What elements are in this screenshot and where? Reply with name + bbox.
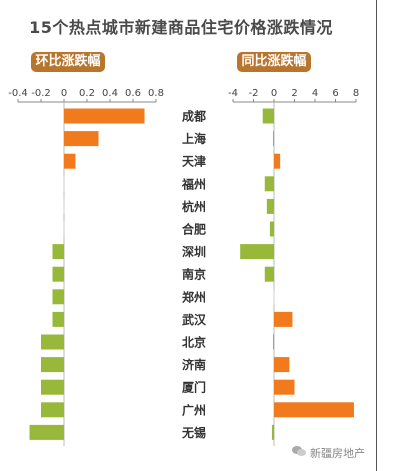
left-bar-武汉 <box>52 311 64 327</box>
right-bar-深圳 <box>240 244 274 260</box>
left-bar-广州 <box>41 402 64 418</box>
chart-title: 15个热点城市新建商品住宅价格涨跌情况 <box>29 18 333 37</box>
left-bar-成都 <box>64 108 145 124</box>
right-bar-广州 <box>274 402 354 418</box>
right-bar-武汉 <box>274 311 293 327</box>
city-label: 成都 <box>182 109 206 124</box>
right-tick-label: 6 <box>332 88 338 99</box>
left-tick-label: -0.4 <box>8 88 28 99</box>
left-bar-厦门 <box>41 379 64 395</box>
left-bar-北京 <box>41 334 64 350</box>
city-label: 厦门 <box>182 380 206 395</box>
left-bar-郑州 <box>52 289 64 305</box>
right-tick-label: 8 <box>353 88 359 99</box>
city-label: 合肥 <box>182 222 206 237</box>
left-tick-label: 0.2 <box>79 88 95 99</box>
right-bar-南京 <box>264 266 274 282</box>
right-tick-label: 0 <box>271 88 277 99</box>
left-bar-杭州 <box>63 198 65 214</box>
city-label: 天津 <box>182 154 206 169</box>
left-bar-天津 <box>64 153 76 169</box>
city-label: 北京 <box>182 335 206 350</box>
left-tick-label: 0 <box>61 88 67 99</box>
wechat-icon <box>292 446 306 456</box>
city-label: 济南 <box>182 357 206 372</box>
right-bar-上海 <box>272 131 274 147</box>
city-label: 郑州 <box>182 289 206 304</box>
right-tick-label: -4 <box>228 88 238 99</box>
left-bar-南京 <box>52 266 64 282</box>
city-label: 上海 <box>182 131 206 146</box>
city-label: 广州 <box>182 402 206 417</box>
right-bar-杭州 <box>266 198 274 214</box>
right-tick-label: -2 <box>249 88 259 99</box>
left-bar-合肥 <box>63 221 65 237</box>
right-panel-title: 同比涨跌幅 <box>237 52 311 72</box>
left-tick-label: 0.6 <box>125 88 141 99</box>
right-bar-福州 <box>264 176 274 192</box>
city-label: 深圳 <box>182 244 206 259</box>
left-tick-label: -0.2 <box>31 88 51 99</box>
right-tick-label: 4 <box>312 88 318 99</box>
left-bar-深圳 <box>52 244 64 260</box>
city-label: 南京 <box>182 267 206 282</box>
right-bar-厦门 <box>274 379 295 395</box>
right-bar-郑州 <box>273 289 275 305</box>
city-label: 杭州 <box>182 199 206 214</box>
watermark-text: 新疆房地产 <box>310 447 365 460</box>
city-label: 武汉 <box>182 312 207 327</box>
right-bar-济南 <box>274 357 290 373</box>
right-bar-北京 <box>272 334 274 350</box>
left-tick-label: 0.4 <box>102 88 118 99</box>
frame-divider <box>376 0 377 471</box>
city-label: 无锡 <box>181 425 206 440</box>
right-bar-无锡 <box>271 424 274 440</box>
left-bar-济南 <box>41 357 64 373</box>
left-panel-title: 环比涨跌幅 <box>31 52 105 72</box>
right-bar-合肥 <box>269 221 274 237</box>
left-bar-福州 <box>63 176 65 192</box>
left-bar-无锡 <box>29 424 64 440</box>
left-tick-label: 0.8 <box>148 88 164 99</box>
city-label: 福州 <box>181 176 206 191</box>
right-bar-成都 <box>262 108 274 124</box>
right-tick-label: 2 <box>291 88 297 99</box>
left-bar-上海 <box>64 131 99 147</box>
right-bar-天津 <box>274 153 281 169</box>
